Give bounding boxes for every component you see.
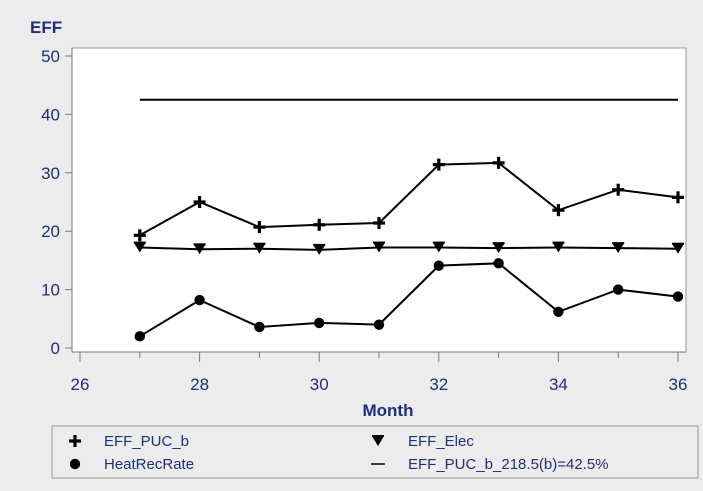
x-axis-title: Month: [363, 401, 414, 420]
legend-items: EFF_PUC_b EFF_Elec HeatRecRate EFF_PUC_b_21…: [69, 433, 609, 473]
data-point: [493, 258, 504, 269]
legend-marker: [69, 435, 81, 447]
legend-marker: [372, 435, 384, 446]
x-tick-label: 34: [549, 375, 568, 394]
data-point: [552, 204, 565, 217]
series-2: [134, 258, 684, 342]
x-tick-label: 32: [429, 375, 448, 394]
data-point: [313, 218, 326, 231]
data-point: [492, 242, 505, 254]
legend-entry: EFF_PUC_b_218.5(b)=42.5%: [371, 456, 609, 473]
x-tick-label: 30: [310, 375, 329, 394]
legend-entry: HeatRecRate: [69, 456, 194, 473]
data-point: [133, 241, 146, 253]
x-tick-label: 28: [190, 375, 209, 394]
data-point: [612, 183, 625, 196]
legend-entry: EFF_Elec: [372, 433, 474, 450]
data-point: [432, 158, 445, 171]
data-point: [672, 242, 684, 254]
data-point: [253, 242, 266, 254]
data-point: [254, 321, 265, 333]
legend-marker: [69, 458, 81, 470]
data-point: [492, 156, 505, 169]
legend-label: EFF_PUC_b: [104, 433, 189, 450]
y-tick-label: 30: [41, 164, 60, 183]
series-1: [133, 241, 684, 255]
legend-entry: EFF_PUC_b: [69, 433, 189, 450]
data-point: [373, 217, 385, 230]
data-point: [672, 291, 684, 302]
y-tick-label: 40: [41, 105, 60, 124]
x-axis: 26 28 30 32 34 36: [71, 351, 688, 394]
plot-area: [71, 47, 687, 353]
y-axis: 0 10 20 30 40 50: [41, 47, 73, 358]
data-point: [373, 319, 385, 330]
data-point: [612, 242, 625, 254]
data-point: [373, 241, 385, 253]
y-tick-label: 20: [41, 222, 60, 241]
x-tick-label: 36: [669, 375, 688, 394]
y-tick-label: 50: [41, 47, 60, 66]
series-line: [139, 262, 679, 338]
series-layer: [133, 98, 684, 342]
data-point: [253, 221, 266, 234]
data-point: [432, 241, 445, 253]
x-tick-label: 26: [71, 375, 90, 394]
data-point: [552, 241, 565, 253]
data-point: [553, 306, 564, 317]
legend-label: HeatRecRate: [104, 456, 194, 473]
data-point: [193, 196, 206, 208]
y-axis-title: EFF: [30, 18, 62, 37]
data-point: [133, 229, 146, 242]
legend-label: EFF_Elec: [408, 433, 474, 450]
series-0: [133, 156, 684, 242]
y-tick-label: 0: [51, 339, 60, 358]
legend-label: EFF_PUC_b_218.5(b)=42.5%: [408, 456, 609, 473]
data-point: [613, 284, 624, 295]
series-line: [139, 161, 679, 237]
data-point: [134, 331, 145, 342]
y-tick-label: 10: [41, 281, 60, 300]
series-line: [139, 246, 679, 251]
data-point: [672, 191, 684, 204]
data-point: [314, 317, 325, 329]
data-point: [193, 243, 206, 255]
data-point: [194, 294, 205, 306]
data-point: [433, 260, 444, 271]
data-point: [313, 243, 326, 255]
legend: [51, 425, 699, 479]
